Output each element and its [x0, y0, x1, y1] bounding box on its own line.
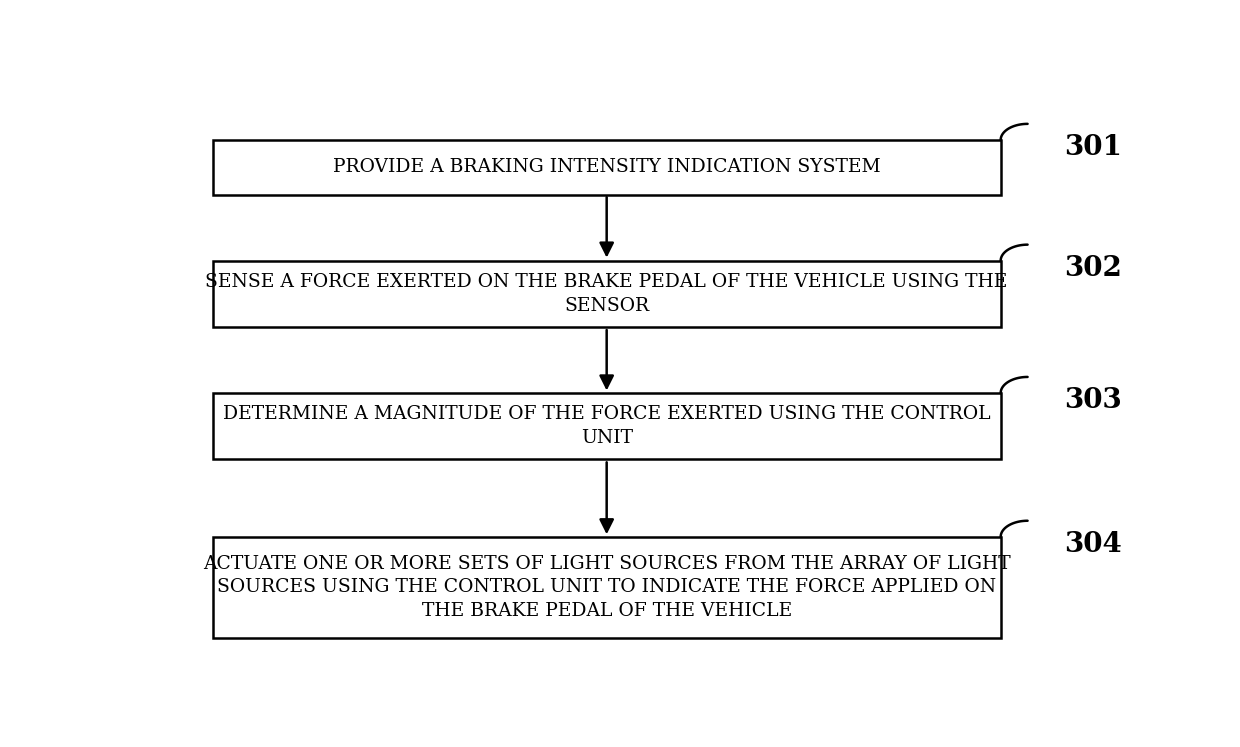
- Text: SENSE A FORCE EXERTED ON THE BRAKE PEDAL OF THE VEHICLE USING THE
SENSOR: SENSE A FORCE EXERTED ON THE BRAKE PEDAL…: [206, 273, 1008, 314]
- Text: DETERMINE A MAGNITUDE OF THE FORCE EXERTED USING THE CONTROL
UNIT: DETERMINE A MAGNITUDE OF THE FORCE EXERT…: [223, 406, 991, 447]
- Text: 302: 302: [1064, 255, 1122, 282]
- Bar: [213, 261, 1001, 327]
- Text: 304: 304: [1064, 531, 1122, 558]
- Text: 301: 301: [1064, 134, 1122, 161]
- Text: 303: 303: [1064, 387, 1122, 415]
- Bar: [213, 393, 1001, 459]
- Bar: [213, 537, 1001, 637]
- Text: ACTUATE ONE OR MORE SETS OF LIGHT SOURCES FROM THE ARRAY OF LIGHT
SOURCES USING : ACTUATE ONE OR MORE SETS OF LIGHT SOURCE…: [203, 554, 1011, 620]
- Text: PROVIDE A BRAKING INTENSITY INDICATION SYSTEM: PROVIDE A BRAKING INTENSITY INDICATION S…: [332, 158, 880, 176]
- Bar: [213, 140, 1001, 195]
